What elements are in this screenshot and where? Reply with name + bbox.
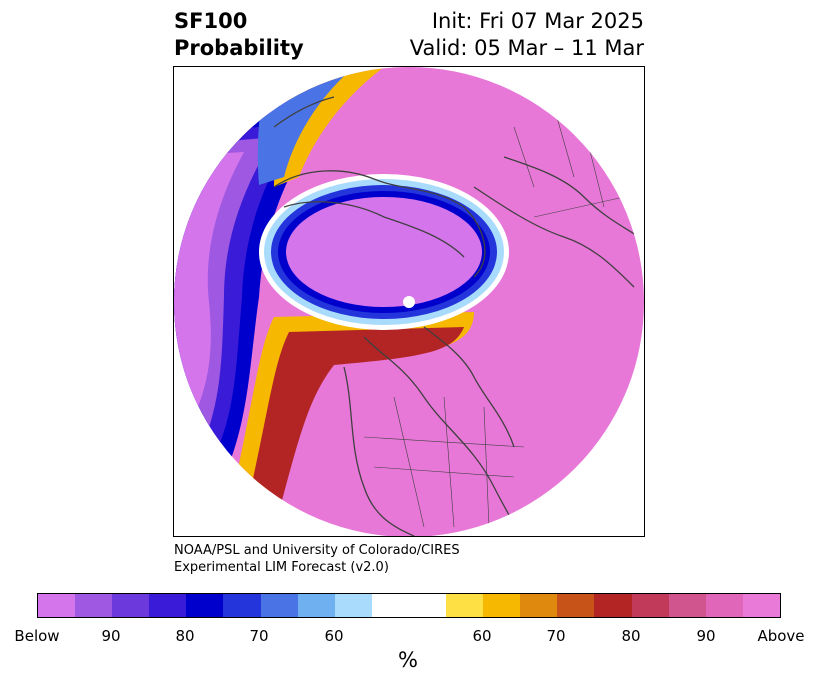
map-panel — [173, 66, 645, 537]
colorbar-tick-label: 80 — [175, 627, 195, 645]
colorbar-tick-label: Below — [14, 627, 60, 645]
colorbar-tick-label: Above — [757, 627, 805, 645]
polar-map — [174, 67, 644, 536]
colorbar-tick-label: 70 — [249, 627, 269, 645]
colorbar-segment — [38, 594, 76, 617]
valid-range: Valid: 05 Mar – 11 Mar — [409, 36, 644, 60]
colorbar-segment — [520, 594, 558, 617]
credit-text: NOAA/PSL and University of Colorado/CIRE… — [174, 542, 460, 576]
colorbar-segment — [149, 594, 187, 617]
colorbar-tick-label: 90 — [696, 627, 716, 645]
chart-title-left: SF100 Probability — [174, 8, 304, 62]
colorbar — [37, 593, 781, 618]
colorbar-segment — [297, 594, 335, 617]
variable-name: SF100 — [174, 9, 248, 33]
colorbar-tick-label: 70 — [546, 627, 566, 645]
colorbar-tick-label: 60 — [324, 627, 344, 645]
colorbar-segment — [334, 594, 372, 617]
central-core — [286, 197, 482, 307]
colorbar-segment — [446, 594, 484, 617]
political-borders — [363, 106, 625, 528]
colorbar-segment — [260, 594, 298, 617]
colorbar-tick-label: 90 — [101, 627, 121, 645]
colorbar-segment — [631, 594, 669, 617]
colorbar-segment — [668, 594, 706, 617]
colorbar-segment — [483, 594, 521, 617]
colorbar-segment — [186, 594, 224, 617]
variable-subtitle: Probability — [174, 36, 304, 60]
pole-hole — [403, 296, 415, 308]
init-date: Init: Fri 07 Mar 2025 — [431, 9, 644, 33]
colorbar-segment — [742, 594, 780, 617]
colorbar-tick-label: 80 — [621, 627, 641, 645]
colorbar-segment — [557, 594, 595, 617]
warm-transition-inner — [249, 327, 464, 512]
credit-line-2: Experimental LIM Forecast (v2.0) — [174, 560, 389, 575]
colorbar-segment — [705, 594, 743, 617]
credit-line-1: NOAA/PSL and University of Colorado/CIRE… — [174, 543, 460, 558]
colorbar-tick-label: 60 — [472, 627, 492, 645]
coastlines — [273, 96, 640, 536]
colorbar-unit-label: % — [398, 648, 418, 672]
colorbar-segment — [223, 594, 261, 617]
colorbar-segment — [371, 594, 447, 617]
colorbar-segment — [594, 594, 632, 617]
colorbar-segment — [75, 594, 113, 617]
chart-title-right: Init: Fri 07 Mar 2025 Valid: 05 Mar – 11… — [410, 8, 644, 62]
colorbar-ticks: Below 90 80 70 60 60 70 80 90 Above — [0, 627, 819, 647]
colorbar-segment — [112, 594, 150, 617]
